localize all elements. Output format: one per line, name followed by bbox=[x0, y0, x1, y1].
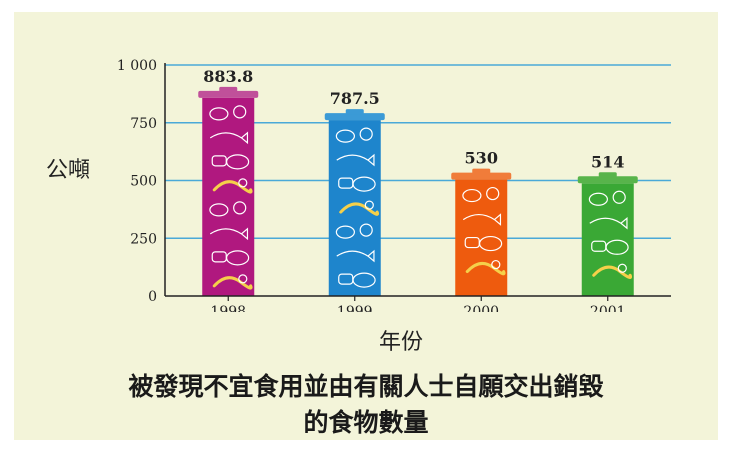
bars: 883.8 787.5 530 514 bbox=[198, 67, 638, 297]
food-doodle-icon bbox=[209, 227, 249, 241]
y-tick-label: 500 bbox=[130, 174, 157, 190]
trash-bin-icon bbox=[324, 113, 385, 121]
chart-title-line-2: 的食物數量 bbox=[303, 408, 429, 437]
food-doodle-icon bbox=[226, 250, 250, 266]
bin-lid-handle bbox=[345, 109, 364, 115]
trash-bin-icon bbox=[451, 172, 512, 180]
data-label: 530 bbox=[465, 149, 498, 168]
y-tick-label: 1 000 bbox=[117, 58, 157, 74]
food-doodle-icon bbox=[335, 129, 355, 143]
food-doodle-icon bbox=[233, 105, 247, 119]
food-doodle-icon bbox=[336, 153, 375, 167]
food-doodle-icon bbox=[588, 192, 608, 206]
bin-lid-handle bbox=[472, 168, 491, 174]
x-axis-title: 年份 bbox=[378, 330, 423, 355]
food-doodle-icon bbox=[209, 203, 229, 217]
food-doodle-icon bbox=[336, 249, 375, 263]
bar-2001: 514 bbox=[577, 152, 638, 296]
bar-1998: 883.8 bbox=[198, 67, 259, 297]
food-doodle-icon bbox=[352, 272, 376, 288]
y-tick-label: 0 bbox=[148, 289, 157, 305]
data-label: 883.8 bbox=[203, 67, 253, 86]
food-doodle-icon bbox=[491, 259, 501, 270]
x-tick-label: 2001 bbox=[590, 304, 626, 312]
data-label: 787.5 bbox=[330, 89, 380, 108]
food-doodle-icon bbox=[238, 178, 248, 188]
food-doodle-icon bbox=[605, 239, 629, 255]
food-doodle-icon bbox=[479, 235, 503, 252]
chart-frame: 0 250 500 750 1 000 883.8 787.5 530 514 1998 199… bbox=[14, 12, 718, 440]
food-doodle-icon bbox=[352, 176, 376, 192]
y-tick-label: 250 bbox=[130, 231, 157, 247]
food-doodle-icon bbox=[226, 154, 250, 170]
food-doodle-icon bbox=[589, 216, 628, 230]
food-doodle-icon bbox=[359, 223, 373, 237]
x-tick-label: 2000 bbox=[463, 304, 499, 312]
food-doodle-icon bbox=[612, 190, 626, 204]
food-doodle-icon bbox=[486, 186, 500, 201]
bin-lid-handle bbox=[219, 86, 238, 92]
data-label: 514 bbox=[591, 152, 624, 171]
axes bbox=[164, 63, 671, 297]
bar-2000: 530 bbox=[451, 149, 512, 296]
food-doodle-icon bbox=[359, 127, 373, 141]
food-doodle-icon bbox=[335, 225, 355, 239]
x-tick-label: 1998 bbox=[210, 304, 246, 312]
bar-body bbox=[328, 120, 381, 297]
bar-1999: 787.5 bbox=[324, 89, 385, 297]
chart-title: 被發現不宜食用並由有關人士自願交出銷毀 的食物數量 bbox=[14, 369, 718, 441]
trash-bin-icon bbox=[577, 176, 638, 184]
y-axis-title: 公噸 bbox=[46, 158, 91, 183]
trash-bin-icon bbox=[198, 90, 259, 98]
x-tick-label: 1999 bbox=[337, 304, 373, 312]
food-doodle-icon bbox=[364, 200, 374, 210]
food-doodle-icon bbox=[209, 131, 249, 145]
food-doodle-icon bbox=[617, 263, 627, 273]
food-doodle-icon bbox=[462, 188, 482, 203]
chart-title-line-1: 被發現不宜食用並由有關人士自願交出銷毀 bbox=[128, 372, 604, 401]
bin-lid-handle bbox=[598, 172, 617, 178]
y-axis-ticks: 0 250 500 750 1 000 bbox=[117, 58, 157, 305]
food-doodle-icon bbox=[462, 213, 502, 226]
bar-body bbox=[202, 97, 255, 297]
x-axis-ticks: 1998 1999 2000 2001 bbox=[210, 296, 626, 312]
food-doodle-icon bbox=[209, 107, 229, 121]
y-tick-label: 750 bbox=[130, 116, 157, 132]
food-doodle-icon bbox=[238, 274, 248, 284]
food-doodle-icon bbox=[233, 201, 247, 215]
